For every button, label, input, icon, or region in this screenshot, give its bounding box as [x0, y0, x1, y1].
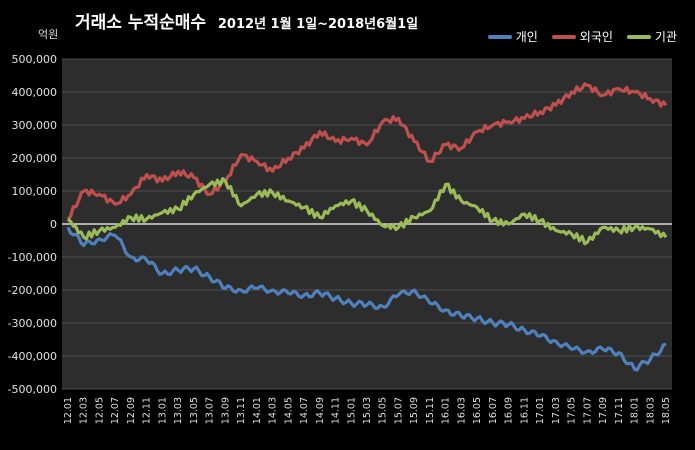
x-tick-label: 17.01: [535, 397, 546, 424]
x-tick-label: 13.07: [205, 397, 216, 424]
legend-label-institution: 기관: [654, 30, 677, 44]
chart-subtitle: 2012년 1월 1일~2018년6월1일: [217, 17, 419, 32]
legend-item-individual: 개인: [487, 28, 538, 45]
legend-label-foreign: 외국인: [579, 30, 613, 44]
series-lines: [66, 82, 668, 372]
x-tick-label: 18.03: [645, 397, 656, 424]
x-axis-ticks: 12.01 12.03 12.05 12.07 12.09 12.11 13.01 13.03…: [63, 397, 672, 424]
y-tick-label: -300,000: [8, 317, 57, 330]
series-line-1: [66, 82, 668, 221]
x-tick-label: 15.01: [346, 397, 357, 424]
x-tick-label: 17.07: [582, 397, 593, 424]
legend-label-individual: 개인: [515, 30, 538, 44]
x-tick-label: 14.07: [299, 397, 310, 424]
gridlines: [62, 58, 672, 390]
x-tick-label: 15.05: [378, 397, 389, 424]
x-tick-label: 18.05: [661, 397, 672, 424]
legend-swatch-institution: [626, 34, 651, 39]
x-tick-label: 15.07: [393, 397, 404, 424]
x-tick-label: 12.07: [110, 397, 121, 424]
x-tick-label: 15.03: [362, 397, 373, 424]
x-tick-label: 13.11: [236, 397, 247, 424]
y-tick-label: -500,000: [8, 383, 57, 396]
x-tick-label: 13.05: [189, 397, 200, 424]
y-tick-label: 0: [50, 218, 57, 231]
x-tick-label: 13.09: [220, 397, 231, 424]
y-axis-unit: 억원: [38, 28, 59, 41]
x-tick-label: 16.09: [504, 397, 515, 424]
x-tick-label: 14.03: [268, 397, 279, 424]
x-tick-label: 17.03: [551, 397, 562, 424]
y-tick-label: 100,000: [12, 185, 58, 198]
x-tick-label: 16.11: [519, 397, 530, 424]
x-tick-label: 12.03: [79, 397, 90, 424]
chart-title: 거래소 누적순매수 2012년 1월 1일~2018년6월1일: [75, 8, 418, 33]
x-tick-label: 12.01: [63, 397, 74, 424]
x-tick-label: 16.07: [488, 397, 499, 424]
x-tick-label: 12.09: [126, 397, 137, 424]
x-tick-label: 15.09: [409, 397, 420, 424]
y-tick-label: 400,000: [12, 86, 58, 99]
x-tick-label: 12.11: [142, 397, 153, 424]
series-line-0: [66, 226, 667, 372]
y-tick-label: -200,000: [8, 284, 57, 297]
x-tick-label: 17.09: [598, 397, 609, 424]
x-tick-label: 13.01: [157, 397, 168, 424]
x-tick-label: 18.01: [630, 397, 641, 424]
y-axis-ticks: 500,000 400,000 300,000 200,000 100,000 0 -100…: [8, 53, 57, 396]
y-tick-label: 500,000: [12, 53, 58, 66]
x-tick-label: 14.05: [283, 397, 294, 424]
x-tick-label: 13.03: [173, 397, 184, 424]
chart-title-main: 거래소 누적순매수: [75, 13, 207, 33]
legend-item-institution: 기관: [626, 28, 677, 45]
legend-swatch-foreign: [551, 34, 576, 39]
legend-swatch-individual: [487, 34, 512, 39]
x-tick-label: 12.05: [94, 397, 105, 424]
x-tick-label: 16.01: [441, 397, 452, 424]
x-tick-label: 17.11: [614, 397, 625, 424]
series-line-2: [66, 177, 668, 246]
legend: 개인 외국인 기관: [487, 28, 677, 45]
x-tick-label: 14.01: [252, 397, 263, 424]
y-tick-label: -400,000: [8, 350, 57, 363]
y-tick-label: -100,000: [8, 251, 57, 264]
x-tick-label: 14.11: [331, 397, 342, 424]
x-tick-label: 15.11: [425, 397, 436, 424]
x-tick-label: 16.05: [472, 397, 483, 424]
y-tick-label: 300,000: [12, 119, 58, 132]
x-tick-label: 17.05: [567, 397, 578, 424]
x-tick-label: 16.03: [456, 397, 467, 424]
x-tick-label: 14.09: [315, 397, 326, 424]
y-tick-label: 200,000: [12, 152, 58, 165]
legend-item-foreign: 외국인: [551, 28, 613, 45]
